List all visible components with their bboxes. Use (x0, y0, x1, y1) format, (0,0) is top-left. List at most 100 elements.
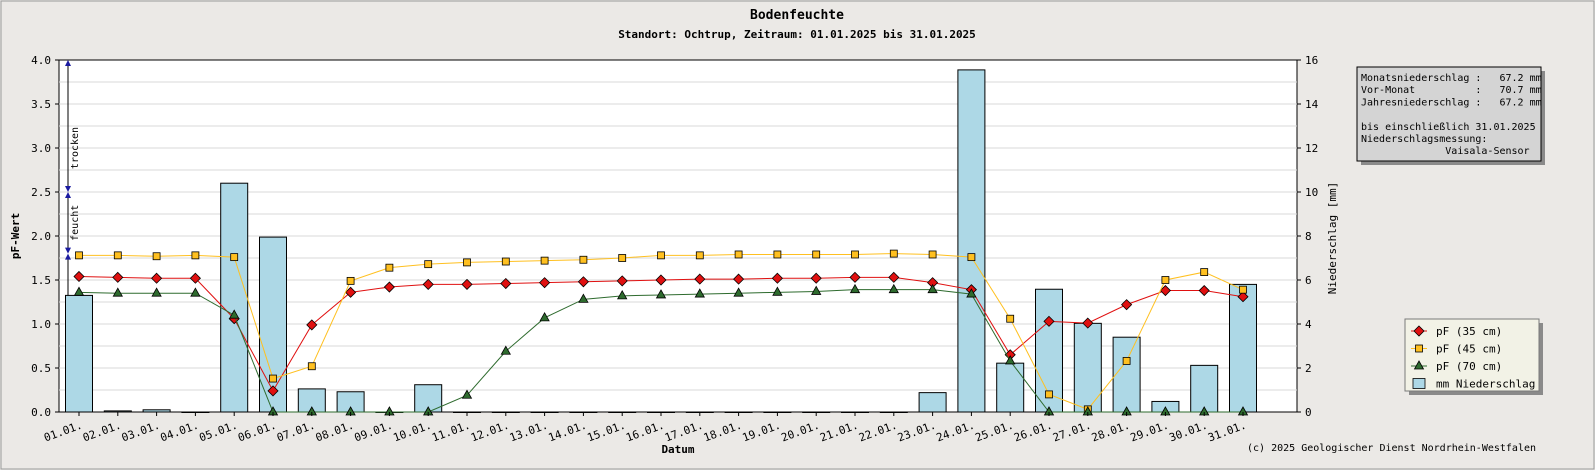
series-point (1082, 317, 1094, 329)
series-point (191, 251, 200, 260)
zone-arrow-down-icon (65, 247, 71, 254)
y-tick-label: 3.0 (31, 142, 51, 155)
y2-tick-label: 6 (1305, 274, 1312, 287)
series-point (461, 389, 473, 399)
series-point (500, 277, 512, 290)
series-point (928, 250, 937, 259)
series-point (578, 293, 589, 303)
y-axis-ticks: 0.0 0.5 1.0 1.5 2.0 2.5 3.0 3.5 4.0 (31, 54, 59, 419)
y-tick-label: 2.0 (31, 230, 51, 243)
info-box-line: Vaisala-Sensor (1361, 146, 1530, 157)
legend: pF (35 cm) pF (45 cm) pF (70 cm) mm Nieders… (1404, 318, 1543, 395)
precipitation-bar (1073, 322, 1102, 413)
legend-diamond-icon (1413, 325, 1425, 337)
y-tick-label: 2.5 (31, 186, 51, 199)
info-box-line: bis einschließlich 31.01.2025 (1361, 122, 1536, 133)
series-point (1198, 284, 1210, 297)
series-point (422, 278, 434, 290)
zone-label: feucht (70, 205, 81, 241)
legend-triangle-icon (1413, 360, 1425, 370)
precipitation-bar (103, 410, 132, 413)
series-point (229, 309, 240, 319)
info-box-line: Vor-Monat : 70.7 mm (1361, 85, 1542, 96)
zone-arrow-up-icon (65, 60, 71, 66)
series-point (1121, 299, 1133, 311)
y2-tick-label: 2 (1305, 362, 1312, 375)
legend-bar-icon (1412, 378, 1426, 389)
y-tick-label: 1.0 (31, 318, 51, 331)
y-tick-label: 0.0 (31, 406, 51, 419)
y2-tick-label: 10 (1305, 186, 1318, 199)
series-point (307, 362, 316, 371)
series-point (849, 271, 861, 283)
y-tick-label: 1.5 (31, 274, 51, 287)
series-point (189, 272, 201, 284)
series-point (927, 283, 938, 294)
precipitation-bar (918, 392, 947, 413)
series-point (267, 385, 279, 397)
series-point (345, 286, 357, 298)
y-axis-label: pF-Wert (9, 213, 22, 259)
precipitation-bar (957, 69, 986, 413)
series-point (733, 287, 744, 297)
series-point (771, 272, 783, 284)
series-point (655, 289, 667, 299)
y-tick-label: 3.5 (31, 98, 51, 111)
series-point (1006, 314, 1015, 323)
y2-axis-ticks: 0 2 4 6 8 10 12 14 16 (1297, 54, 1319, 419)
series-point (385, 263, 394, 272)
series-point (73, 270, 85, 283)
series-point (810, 272, 822, 284)
pf-series (73, 249, 1249, 416)
precipitation-bar (1112, 336, 1141, 413)
series-point (851, 250, 859, 259)
series-point (383, 281, 395, 293)
x-axis-label: Datum (661, 443, 694, 456)
series-point (75, 251, 83, 260)
series-point (849, 283, 861, 294)
series-point (1239, 285, 1247, 294)
y2-tick-label: 14 (1305, 98, 1319, 111)
series-point (152, 252, 161, 261)
series-point (463, 258, 471, 267)
series-point (888, 271, 900, 283)
series-point (230, 253, 239, 262)
series-point (500, 345, 511, 355)
series-point (695, 251, 704, 260)
series-point (1043, 315, 1055, 327)
series-point (812, 250, 821, 259)
info-box-line: Jahresniederschlag : 67.2 mm (1361, 97, 1542, 108)
precipitation-bar (142, 409, 171, 413)
y-tick-label: 0.5 (31, 362, 51, 375)
legend-square-icon (1415, 344, 1423, 353)
info-box-line: Monatsniederschlag : 67.2 mm (1361, 73, 1542, 84)
copyright-text: (c) 2025 Geologischer Dienst Nordrhein-W… (1247, 443, 1536, 454)
precipitation-bar (259, 236, 287, 413)
series-point (424, 260, 433, 269)
series-point (617, 290, 628, 300)
series-point (772, 286, 783, 296)
chart-subtitle: Standort: Ochtrup, Zeitraum: 01.01.2025 … (618, 28, 976, 41)
precipitation-bar (220, 182, 249, 413)
y2-tick-label: 12 (1305, 142, 1318, 155)
series-point (655, 274, 667, 286)
series-point (888, 283, 899, 294)
series-point (112, 271, 124, 283)
series-point (967, 253, 976, 262)
y-tick-label: 4.0 (31, 54, 51, 67)
series-point (539, 312, 550, 322)
y2-tick-label: 4 (1305, 318, 1312, 331)
series-point (306, 319, 318, 331)
series-point (966, 288, 977, 298)
zone-label: trocken (70, 127, 81, 169)
series-point (501, 257, 510, 266)
series-point (694, 288, 705, 298)
series-point (1161, 276, 1170, 284)
precipitation-bar (996, 362, 1025, 413)
legend-label: pF (45 cm) (1436, 343, 1502, 356)
series-point (151, 272, 163, 284)
series-point (1122, 357, 1131, 365)
series-point (577, 276, 589, 288)
